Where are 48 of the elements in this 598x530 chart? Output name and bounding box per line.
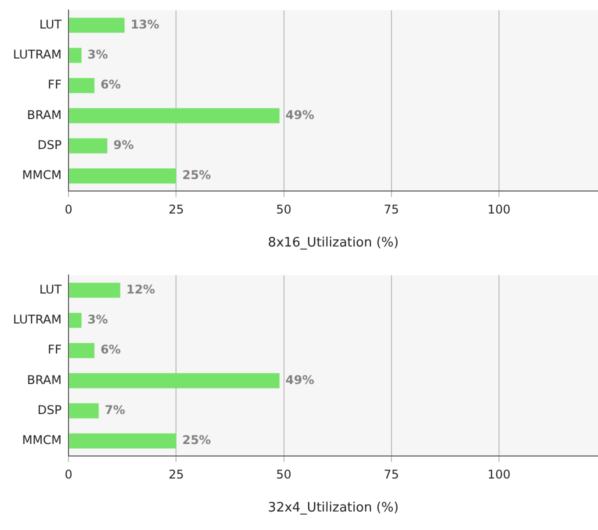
bar — [69, 373, 280, 388]
y-tick-label: LUT — [39, 282, 62, 296]
data-label: 13% — [130, 17, 160, 32]
x-tick-label: 25 — [168, 202, 184, 216]
y-tick-label: BRAM — [26, 372, 62, 387]
bar — [69, 18, 125, 33]
y-tick-label: MMCM — [22, 168, 62, 182]
data-label: 6% — [100, 78, 121, 92]
x-tick-label: 75 — [384, 202, 400, 216]
x-axis-title: 8x16_Utilization (%) — [268, 236, 399, 251]
data-label: 3% — [88, 312, 108, 327]
data-label: 6% — [100, 342, 121, 357]
bar — [69, 138, 108, 154]
bar — [69, 108, 280, 124]
y-tick-label: LUTRAM — [12, 312, 62, 327]
bar — [69, 48, 82, 63]
y-tick-label: DSP — [38, 402, 62, 417]
data-label: 3% — [88, 48, 108, 62]
x-tick-label: 50 — [276, 467, 292, 482]
x-tick-label: 50 — [276, 202, 292, 216]
x-tick-label: 0 — [64, 467, 72, 482]
bar — [69, 433, 176, 448]
x-tick-label: 75 — [384, 467, 400, 482]
x-tick-label: 25 — [168, 467, 184, 482]
x-tick-label: 100 — [488, 202, 510, 216]
data-label: 49% — [286, 108, 314, 122]
y-tick-label: MMCM — [22, 433, 62, 448]
x-tick-label: 0 — [64, 202, 72, 216]
y-tick-label: LUT — [39, 17, 62, 32]
bar — [69, 168, 176, 184]
bar — [69, 78, 94, 94]
x-tick-label: 100 — [488, 467, 510, 482]
data-label: 25% — [182, 168, 211, 182]
y-tick-label: LUTRAM — [12, 48, 62, 62]
data-label: 49% — [286, 372, 314, 387]
y-tick-label: FF — [48, 342, 62, 357]
data-label: 9% — [113, 138, 134, 152]
y-tick-label: FF — [48, 78, 62, 92]
x-axis-title: 32x4_Utilization (%) — [268, 500, 399, 516]
bar — [69, 312, 82, 328]
y-tick-label: DSP — [38, 138, 62, 152]
data-label: 12% — [126, 282, 155, 296]
bar — [69, 282, 120, 298]
y-tick-label: BRAM — [26, 108, 62, 122]
data-label: 25% — [182, 433, 211, 448]
data-label: 7% — [104, 402, 126, 417]
bar — [69, 343, 94, 358]
bar — [69, 403, 99, 418]
